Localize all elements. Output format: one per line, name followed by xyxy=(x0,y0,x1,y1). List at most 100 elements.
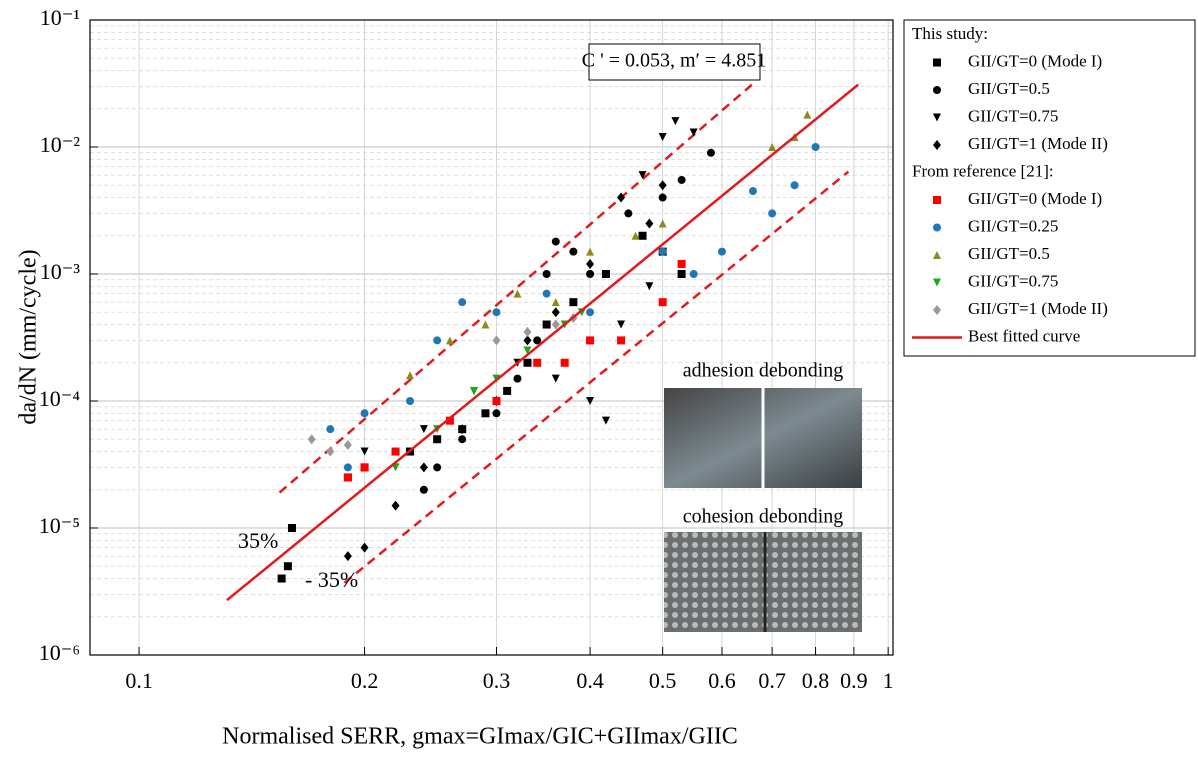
point xyxy=(523,335,532,346)
y-tick-label: 10⁻⁵ xyxy=(39,513,80,538)
point xyxy=(533,358,542,367)
bound-line xyxy=(343,170,850,584)
point xyxy=(391,447,400,456)
point xyxy=(492,308,501,317)
point xyxy=(360,447,369,456)
point xyxy=(677,175,686,184)
point xyxy=(433,435,442,444)
x-tick-label: 0.5 xyxy=(649,668,677,693)
point xyxy=(433,463,442,472)
point xyxy=(551,237,560,246)
point xyxy=(470,386,479,395)
point xyxy=(689,128,698,137)
legend-label: GII/GT=0.5 xyxy=(968,79,1050,98)
legend-swatch xyxy=(933,305,941,315)
point xyxy=(645,218,654,229)
point xyxy=(811,143,820,151)
legend xyxy=(903,19,1196,357)
point xyxy=(768,209,777,218)
point xyxy=(343,473,352,482)
point xyxy=(677,270,686,278)
point xyxy=(586,336,595,345)
legend-label: GII/GT=0.75 xyxy=(968,106,1058,125)
point xyxy=(569,298,578,307)
point xyxy=(326,446,335,457)
point xyxy=(689,270,698,278)
x-tick-label: 0.6 xyxy=(708,668,736,693)
legend-swatch xyxy=(933,196,941,204)
point xyxy=(542,320,551,329)
x-tick-label: 1 xyxy=(883,668,894,693)
point xyxy=(343,551,352,562)
point xyxy=(631,231,640,240)
annotation: cohesion debonding xyxy=(683,506,844,528)
legend-heading: From reference [21]: xyxy=(912,161,1054,180)
y-tick-label: 10⁻¹ xyxy=(40,5,80,30)
point xyxy=(551,307,560,318)
point xyxy=(481,320,490,329)
legend-swatch xyxy=(933,278,941,287)
point xyxy=(343,463,352,472)
point xyxy=(360,409,369,418)
legend-label: GII/GT=0.25 xyxy=(968,216,1058,235)
point xyxy=(638,231,647,240)
legend-label: GII/GT=0 (Mode I) xyxy=(968,189,1102,208)
point xyxy=(445,416,454,425)
point xyxy=(523,326,532,337)
point xyxy=(492,409,501,418)
point xyxy=(419,485,428,494)
point xyxy=(523,358,532,367)
point xyxy=(533,336,542,345)
legend-heading: This study: xyxy=(912,24,988,43)
point xyxy=(419,425,428,434)
cohesion-photo xyxy=(664,532,862,632)
point xyxy=(513,289,522,298)
point xyxy=(790,181,799,190)
annotation-box xyxy=(588,43,761,81)
point xyxy=(406,397,415,405)
fit-line xyxy=(226,83,859,602)
point xyxy=(551,374,560,383)
x-tick-label: 0.3 xyxy=(483,668,511,693)
y-axis-label: da/dN (mm/cycle) xyxy=(16,249,42,424)
point xyxy=(445,336,454,345)
point xyxy=(617,320,626,329)
point xyxy=(433,336,442,345)
point xyxy=(283,562,292,571)
x-tick-label: 0.7 xyxy=(758,668,786,693)
point xyxy=(326,425,335,434)
point xyxy=(617,192,626,203)
point xyxy=(492,397,501,405)
point xyxy=(586,397,595,405)
point xyxy=(586,270,595,278)
point xyxy=(523,346,532,355)
point xyxy=(458,435,467,444)
y-tick-label: 10⁻⁴ xyxy=(39,386,81,411)
point xyxy=(503,386,512,395)
point xyxy=(717,247,726,256)
point xyxy=(360,463,369,472)
point xyxy=(481,409,490,418)
legend-swatch xyxy=(933,251,941,259)
point xyxy=(458,424,467,435)
x-tick-label: 0.1 xyxy=(125,668,153,693)
point xyxy=(542,270,551,278)
plot-frame xyxy=(89,19,894,656)
legend-swatch xyxy=(933,113,941,122)
point xyxy=(803,110,812,119)
annotation: - 35% xyxy=(305,567,358,592)
point xyxy=(638,171,647,180)
point xyxy=(492,335,501,346)
y-tick-label: 10⁻⁶ xyxy=(39,640,80,665)
point xyxy=(658,132,667,141)
x-tick-label: 0.2 xyxy=(351,668,379,693)
point xyxy=(586,258,595,269)
legend-label: GII/GT=0 (Mode I) xyxy=(968,51,1102,70)
point xyxy=(551,298,560,307)
x-axis-label: Normalised SERR, gmax=GImax/GIC+GIImax/G… xyxy=(222,724,738,750)
point xyxy=(419,462,428,473)
point xyxy=(343,440,352,451)
point xyxy=(677,259,686,268)
point xyxy=(277,574,286,583)
